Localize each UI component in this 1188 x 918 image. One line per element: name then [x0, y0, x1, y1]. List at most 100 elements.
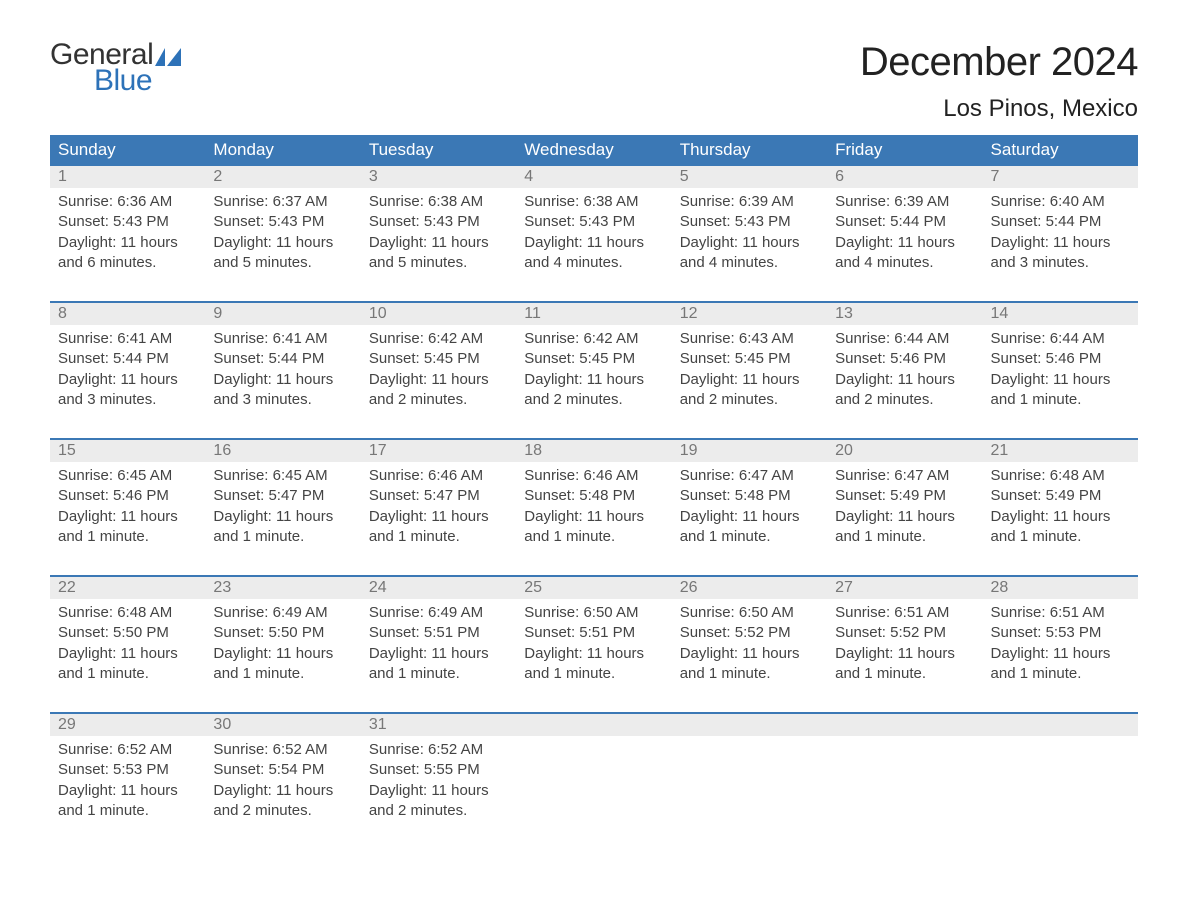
day-cell: Sunrise: 6:48 AMSunset: 5:49 PMDaylight:… — [983, 462, 1138, 576]
day-number: 28 — [983, 577, 1138, 599]
day-number: 4 — [516, 166, 671, 188]
sunrise-line: Sunrise: 6:47 AM — [680, 466, 819, 486]
sunrise-line: Sunrise: 6:50 AM — [680, 603, 819, 623]
sunset-line: Sunset: 5:52 PM — [680, 623, 819, 643]
sunrise-line: Sunrise: 6:41 AM — [58, 329, 197, 349]
day-number-row: 891011121314 — [50, 303, 1138, 325]
sunset-line: Sunset: 5:53 PM — [991, 623, 1130, 643]
day-header: Thursday — [672, 135, 827, 166]
daylight-line: Daylight: 11 hours and 1 minute. — [369, 507, 508, 548]
day-number: 18 — [516, 440, 671, 462]
day-cell: Sunrise: 6:42 AMSunset: 5:45 PMDaylight:… — [361, 325, 516, 439]
day-number: 23 — [205, 577, 360, 599]
day-number: 20 — [827, 440, 982, 462]
day-number: 7 — [983, 166, 1138, 188]
page-title: December 2024 — [860, 40, 1138, 85]
day-cell: Sunrise: 6:44 AMSunset: 5:46 PMDaylight:… — [983, 325, 1138, 439]
day-cell: Sunrise: 6:38 AMSunset: 5:43 PMDaylight:… — [361, 188, 516, 302]
sunset-line: Sunset: 5:46 PM — [58, 486, 197, 506]
day-number: 10 — [361, 303, 516, 325]
day-number: 27 — [827, 577, 982, 599]
sunrise-line: Sunrise: 6:36 AM — [58, 192, 197, 212]
header: General Blue December 2024 Los Pinos, Me… — [50, 40, 1138, 129]
day-number — [983, 714, 1138, 736]
sunrise-line: Sunrise: 6:49 AM — [369, 603, 508, 623]
daylight-line: Daylight: 11 hours and 4 minutes. — [680, 233, 819, 274]
sunrise-line: Sunrise: 6:46 AM — [524, 466, 663, 486]
day-number-row: 293031 — [50, 714, 1138, 736]
day-cell: Sunrise: 6:47 AMSunset: 5:48 PMDaylight:… — [672, 462, 827, 576]
sunset-line: Sunset: 5:45 PM — [369, 349, 508, 369]
daylight-line: Daylight: 11 hours and 3 minutes. — [991, 233, 1130, 274]
sunset-line: Sunset: 5:48 PM — [524, 486, 663, 506]
day-cell: Sunrise: 6:46 AMSunset: 5:47 PMDaylight:… — [361, 462, 516, 576]
daylight-line: Daylight: 11 hours and 3 minutes. — [58, 370, 197, 411]
day-content-row: Sunrise: 6:45 AMSunset: 5:46 PMDaylight:… — [50, 462, 1138, 576]
day-number: 17 — [361, 440, 516, 462]
sunset-line: Sunset: 5:47 PM — [369, 486, 508, 506]
sunrise-line: Sunrise: 6:46 AM — [369, 466, 508, 486]
sunset-line: Sunset: 5:43 PM — [680, 212, 819, 232]
daylight-line: Daylight: 11 hours and 1 minute. — [524, 644, 663, 685]
sunset-line: Sunset: 5:46 PM — [991, 349, 1130, 369]
day-header: Wednesday — [516, 135, 671, 166]
sunset-line: Sunset: 5:51 PM — [369, 623, 508, 643]
day-cell: Sunrise: 6:52 AMSunset: 5:54 PMDaylight:… — [205, 736, 360, 831]
day-number: 30 — [205, 714, 360, 736]
sunset-line: Sunset: 5:44 PM — [991, 212, 1130, 232]
sunrise-line: Sunrise: 6:37 AM — [213, 192, 352, 212]
day-number: 14 — [983, 303, 1138, 325]
sunset-line: Sunset: 5:50 PM — [58, 623, 197, 643]
day-header: Monday — [205, 135, 360, 166]
day-cell: Sunrise: 6:39 AMSunset: 5:44 PMDaylight:… — [827, 188, 982, 302]
sunrise-line: Sunrise: 6:40 AM — [991, 192, 1130, 212]
day-cell: Sunrise: 6:43 AMSunset: 5:45 PMDaylight:… — [672, 325, 827, 439]
daylight-line: Daylight: 11 hours and 1 minute. — [369, 644, 508, 685]
sunset-line: Sunset: 5:54 PM — [213, 760, 352, 780]
sunset-line: Sunset: 5:44 PM — [58, 349, 197, 369]
day-header: Sunday — [50, 135, 205, 166]
daylight-line: Daylight: 11 hours and 1 minute. — [991, 370, 1130, 411]
day-number: 19 — [672, 440, 827, 462]
daylight-line: Daylight: 11 hours and 3 minutes. — [213, 370, 352, 411]
day-cell: Sunrise: 6:38 AMSunset: 5:43 PMDaylight:… — [516, 188, 671, 302]
location-subtitle: Los Pinos, Mexico — [860, 95, 1138, 123]
daylight-line: Daylight: 11 hours and 1 minute. — [524, 507, 663, 548]
sunrise-line: Sunrise: 6:48 AM — [58, 603, 197, 623]
sunset-line: Sunset: 5:50 PM — [213, 623, 352, 643]
day-cell: Sunrise: 6:51 AMSunset: 5:53 PMDaylight:… — [983, 599, 1138, 713]
sunset-line: Sunset: 5:43 PM — [369, 212, 508, 232]
day-number: 29 — [50, 714, 205, 736]
sunrise-line: Sunrise: 6:42 AM — [524, 329, 663, 349]
sunrise-line: Sunrise: 6:43 AM — [680, 329, 819, 349]
brand-word-2: Blue — [94, 66, 181, 96]
daylight-line: Daylight: 11 hours and 1 minute. — [680, 507, 819, 548]
day-number-row: 1234567 — [50, 166, 1138, 188]
daylight-line: Daylight: 11 hours and 1 minute. — [58, 507, 197, 548]
sunrise-line: Sunrise: 6:41 AM — [213, 329, 352, 349]
sunset-line: Sunset: 5:53 PM — [58, 760, 197, 780]
day-cell: Sunrise: 6:52 AMSunset: 5:55 PMDaylight:… — [361, 736, 516, 831]
sunrise-line: Sunrise: 6:42 AM — [369, 329, 508, 349]
day-cell: Sunrise: 6:49 AMSunset: 5:50 PMDaylight:… — [205, 599, 360, 713]
sunset-line: Sunset: 5:45 PM — [524, 349, 663, 369]
day-number: 1 — [50, 166, 205, 188]
daylight-line: Daylight: 11 hours and 1 minute. — [835, 507, 974, 548]
day-number: 2 — [205, 166, 360, 188]
sunrise-line: Sunrise: 6:44 AM — [991, 329, 1130, 349]
sunset-line: Sunset: 5:52 PM — [835, 623, 974, 643]
daylight-line: Daylight: 11 hours and 4 minutes. — [524, 233, 663, 274]
sunrise-line: Sunrise: 6:49 AM — [213, 603, 352, 623]
day-cell: Sunrise: 6:41 AMSunset: 5:44 PMDaylight:… — [50, 325, 205, 439]
day-number: 24 — [361, 577, 516, 599]
sunset-line: Sunset: 5:55 PM — [369, 760, 508, 780]
sunrise-line: Sunrise: 6:51 AM — [835, 603, 974, 623]
sunset-line: Sunset: 5:49 PM — [991, 486, 1130, 506]
calendar-table: SundayMondayTuesdayWednesdayThursdayFrid… — [50, 135, 1138, 831]
day-number: 31 — [361, 714, 516, 736]
sunset-line: Sunset: 5:49 PM — [835, 486, 974, 506]
daylight-line: Daylight: 11 hours and 2 minutes. — [524, 370, 663, 411]
daylight-line: Daylight: 11 hours and 2 minutes. — [213, 781, 352, 822]
daylight-line: Daylight: 11 hours and 1 minute. — [58, 781, 197, 822]
day-cell: Sunrise: 6:42 AMSunset: 5:45 PMDaylight:… — [516, 325, 671, 439]
